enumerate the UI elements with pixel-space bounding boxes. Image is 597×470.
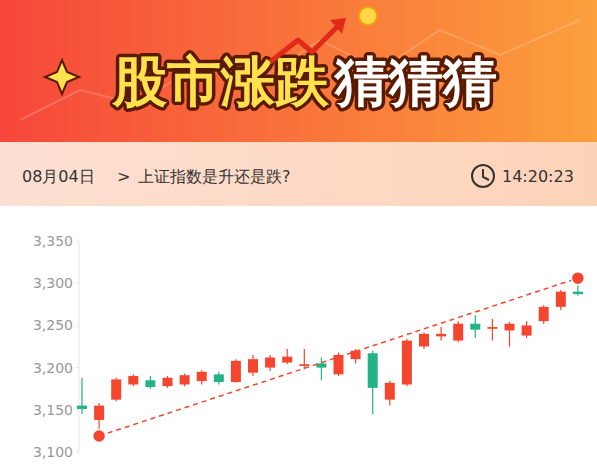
candle-body [487, 327, 497, 329]
y-tick [76, 241, 79, 242]
candle-body [231, 361, 241, 382]
candle-body [505, 324, 515, 331]
clock-icon [472, 165, 494, 187]
arrow [270, 24, 340, 62]
candle-body [214, 374, 224, 382]
time: 14:20:23 [502, 167, 574, 186]
candle-body [282, 357, 292, 363]
candle-body [402, 341, 412, 385]
y-tick [76, 283, 79, 284]
candle-body [351, 351, 361, 359]
date: 08月04日 [22, 167, 95, 186]
candle-body [197, 372, 207, 381]
sparkle [45, 60, 79, 94]
y-tick [76, 452, 79, 453]
title-part: 股市涨跌 [111, 50, 330, 113]
y-tick-label: 3,250 [33, 317, 73, 333]
candle-body [539, 307, 549, 321]
candle-body [453, 324, 463, 341]
candle-body [180, 375, 190, 384]
y-axis [79, 241, 80, 452]
y-tick-label: 3,300 [33, 275, 73, 291]
candle-body [470, 324, 480, 330]
arrow-head [330, 18, 346, 34]
candle-body [334, 355, 344, 374]
question: 上证指数是升还是跌? [138, 167, 291, 186]
y-tick-label: 3,100 [33, 444, 73, 460]
candle-body [163, 378, 173, 386]
candle-body [145, 380, 155, 387]
page: 股市涨跌猜猜猜 08月04日 > 上证指数是升还是跌? 14:20:23 3,100 3,1… [0, 0, 597, 470]
candle-body [128, 376, 138, 384]
plot [77, 272, 584, 443]
y-tick-label: 3,200 [33, 360, 73, 376]
title: 股市涨跌猜猜猜 [111, 50, 497, 113]
candle-body [299, 364, 309, 366]
trend-marker [571, 272, 584, 285]
candle-wick [304, 349, 305, 369]
coin [359, 7, 377, 25]
trend-line [99, 278, 578, 436]
candle-body [94, 406, 104, 420]
candle-body [316, 363, 326, 367]
candle-body [556, 292, 566, 307]
candle-body [436, 334, 446, 337]
y-tick [76, 409, 79, 410]
clock-hands [483, 169, 489, 180]
date-bar [0, 142, 597, 206]
y-tick [76, 367, 79, 368]
candle-body [419, 334, 429, 347]
y-tick-label: 3,350 [33, 233, 73, 249]
y-tick [76, 325, 79, 326]
candle-wick [492, 319, 493, 341]
trend-marker [93, 429, 106, 442]
separator: > [117, 167, 130, 186]
banner-decoration [20, 20, 580, 120]
title-part: 猜猜猜 [333, 50, 497, 113]
candle-body [573, 292, 583, 295]
candle-body [385, 383, 395, 400]
candle-body [77, 406, 87, 409]
candle-body [368, 353, 378, 388]
candle-body [522, 325, 532, 335]
candle-wick [321, 357, 322, 380]
candle-body [111, 379, 121, 399]
candle-body [248, 359, 258, 373]
y-tick-label: 3,150 [33, 402, 73, 418]
banner [0, 0, 597, 142]
candle-body [265, 357, 275, 367]
